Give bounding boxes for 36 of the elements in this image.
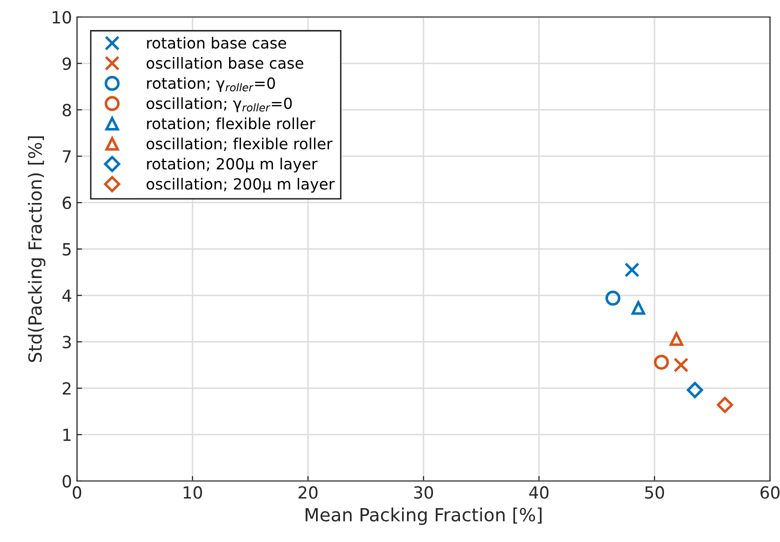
legend-label: oscillation; flexible roller	[146, 138, 333, 151]
y-tick-label: 1	[63, 428, 71, 441]
point	[605, 290, 620, 306]
legend-label: oscillation; γ$_{roller}$=0	[146, 97, 292, 112]
y-tick-label: 10	[52, 10, 72, 24]
legend-label: rotation; γ$_{roller}$=0	[147, 77, 275, 92]
point	[716, 396, 734, 414]
point	[624, 262, 640, 278]
point	[632, 301, 646, 315]
y-tick-label: 6	[62, 196, 72, 210]
y-tick-label: 4	[62, 290, 72, 302]
x-tick-label: 20	[298, 486, 318, 499]
y-axis-title: Std(Packing Fraction) [%]	[28, 136, 46, 362]
x-tick-label: 10	[184, 486, 202, 499]
y-tick-label: 2	[62, 382, 70, 395]
point	[686, 382, 704, 398]
x-axis-title: Mean Packing Fraction [%]	[306, 508, 542, 526]
y-tick-label: 3	[62, 336, 71, 348]
y-tick-label: 0	[62, 474, 72, 488]
y-tick-label: 7	[62, 150, 71, 163]
y-tick-label: 8	[62, 104, 71, 116]
x-tick-label: 0	[72, 486, 82, 499]
legend-label: rotation; flexible roller	[147, 117, 316, 131]
legend-label: rotation base case	[147, 36, 286, 49]
point	[674, 358, 689, 372]
x-tick-label: 60	[760, 486, 780, 499]
point	[670, 332, 684, 346]
point	[654, 354, 669, 370]
legend-label: rotation; 200μ m layer	[147, 158, 318, 173]
y-tick-label: 9	[62, 57, 71, 70]
x-tick-label: 30	[414, 486, 433, 499]
x-tick-label: 50	[645, 486, 664, 499]
x-tick-label: 40	[529, 486, 548, 499]
y-tick-label: 5	[62, 243, 71, 256]
legend-label: oscillation base case	[146, 56, 304, 69]
legend-label: oscillation; 200μ m layer	[146, 178, 335, 193]
